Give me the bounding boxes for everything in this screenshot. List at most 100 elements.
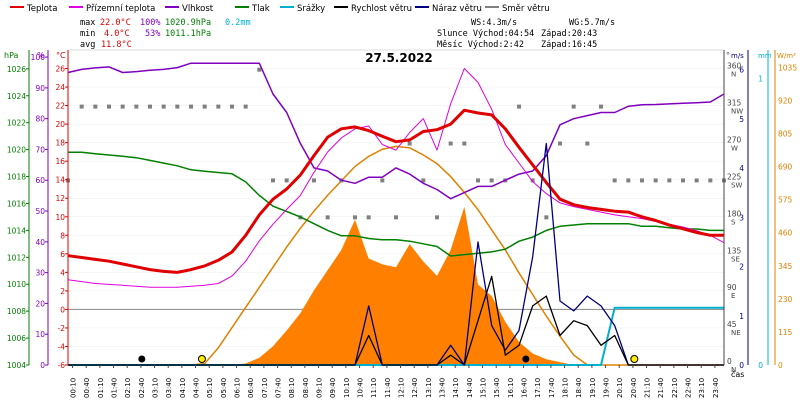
wind-direction-point: [312, 178, 316, 183]
wm-tick-label: 230: [778, 295, 793, 304]
time-tick-label: 19:10: [589, 378, 597, 398]
summary-temp-max: 22.0°C: [100, 18, 131, 28]
pct-tick-label: 70: [35, 145, 45, 154]
wind-direction-point: [517, 104, 521, 109]
c-tick-label: -2: [58, 324, 66, 333]
wind-direction-point: [257, 67, 262, 72]
legend: Teplota Přízemní teplota Vlhkost Tlak Srážky…: [10, 4, 550, 14]
time-axis-title: čas: [731, 369, 744, 379]
series-line-vlhkost: [67, 62, 725, 200]
plot-area: [66, 49, 726, 366]
time-tick-label: 18:40: [575, 378, 583, 398]
wind-direction-point: [161, 104, 166, 109]
deg-direction-label: N: [731, 366, 736, 374]
deg-direction-label: W: [731, 145, 738, 153]
wm-tick-label: 575: [778, 196, 793, 205]
summary-press-min: 1011.1hPa: [165, 29, 211, 39]
pct-tick-label: 50: [35, 207, 45, 216]
time-tick-label: 12:10: [398, 378, 406, 398]
wind-direction-point: [243, 104, 248, 109]
wind-direction-point: [175, 104, 180, 109]
time-tick-label: 02:40: [138, 378, 146, 398]
legend-label-6: Náraz větru: [432, 4, 482, 14]
c-tick-label: 12: [55, 194, 65, 203]
hpa-tick-label: 1006: [7, 334, 26, 343]
c-tick-label: 6: [60, 250, 65, 259]
c-tick-label: 8: [60, 231, 65, 240]
wind-direction-point: [271, 178, 275, 183]
wm-tick-label: 920: [778, 96, 793, 105]
hpa-tick-label: 1018: [7, 173, 26, 182]
wind-direction-point: [640, 178, 644, 183]
deg-tick-label: 135: [727, 246, 742, 255]
wind-direction-point: [380, 178, 385, 183]
summary-wg: WG:5.7m/s: [569, 18, 615, 28]
wind-direction-point: [394, 215, 398, 220]
wind-direction-point: [667, 178, 672, 183]
summary-hum-min: 53%: [145, 29, 160, 39]
wind-direction-point: [612, 178, 617, 183]
c-tick-label: 20: [55, 120, 65, 129]
chart-title: 27.5.2022: [365, 51, 433, 65]
time-tick-label: 22:10: [671, 378, 679, 398]
legend-label-4: Srážky: [297, 4, 325, 14]
summary-hum-max: 100%: [140, 18, 160, 28]
time-tick-label: 16:10: [507, 378, 515, 398]
sunset-marker: [630, 355, 639, 363]
deg-direction-label: NE: [731, 329, 741, 337]
summary-panel: max 22.0°C 100% 1020.9hPa 0.2mm min 4.0°…: [80, 18, 615, 50]
c-tick-label: 18: [55, 139, 65, 148]
summary-temp-avg: 11.8°C: [101, 40, 132, 50]
summary-moonset: Západ:16:45: [541, 40, 597, 50]
deg-tick-label: 225: [727, 172, 742, 181]
wm-tick-label: 805: [778, 129, 793, 138]
time-tick-label: 10:40: [357, 378, 365, 398]
moonrise-marker: [138, 355, 146, 363]
time-tick-label: 05:40: [220, 378, 228, 398]
summary-moon: Měsíc Východ:2:42: [437, 40, 524, 50]
time-tick-label: 14:40: [466, 378, 474, 398]
wind-direction-point: [325, 215, 330, 220]
deg-direction-label: SE: [731, 255, 740, 263]
summary-avg-label: avg: [80, 40, 95, 50]
wm-tick-label: 115: [778, 328, 793, 337]
c-tick-label: -6: [58, 361, 66, 370]
pct-tick-label: 40: [35, 238, 45, 247]
series-line-tlak: [68, 151, 724, 257]
wind-direction-point: [448, 141, 453, 146]
wind-direction-point: [530, 178, 535, 183]
time-tick-label: 03:40: [165, 378, 173, 398]
wind-direction-point: [120, 104, 125, 109]
hpa-axis-title: hPa: [4, 51, 19, 60]
time-tick-label: 06:10: [234, 378, 242, 398]
time-tick-label: 06:40: [247, 378, 255, 398]
time-tick-label: 22:40: [685, 378, 693, 398]
time-tick-label: 01:10: [97, 378, 105, 398]
legend-label-1: Přízemní teplota: [86, 4, 155, 14]
time-tick-label: 02:10: [124, 378, 132, 398]
deg-direction-label: SW: [731, 181, 742, 189]
wind-direction-point: [421, 178, 426, 183]
wind-direction-point: [353, 215, 357, 220]
wind-direction-point: [708, 178, 713, 183]
time-tick-label: 10:10: [343, 378, 351, 398]
c-tick-label: 0: [60, 305, 65, 314]
deg-tick-label: 180: [727, 209, 742, 218]
time-tick-label: 17:40: [548, 378, 556, 398]
wind-direction-point: [148, 104, 152, 109]
wind-direction-point: [216, 104, 221, 109]
wind-direction-point: [79, 104, 84, 109]
time-tick-label: 13:10: [425, 378, 433, 398]
wind-direction-point: [694, 178, 699, 183]
wm-tick-label: 345: [778, 262, 793, 271]
wind-direction-point: [462, 141, 467, 146]
pct-tick-label: 0: [40, 361, 45, 370]
legend-label-3: Tlak: [251, 4, 270, 14]
wind-direction-point: [489, 178, 494, 183]
wind-direction-point: [544, 215, 549, 220]
wm-tick-label: 690: [778, 163, 793, 172]
pct-tick-label: 20: [35, 299, 45, 308]
wind-direction-point: [366, 215, 371, 220]
time-tick-label: 03:10: [152, 378, 160, 398]
time-tick-label: 04:10: [179, 378, 187, 398]
